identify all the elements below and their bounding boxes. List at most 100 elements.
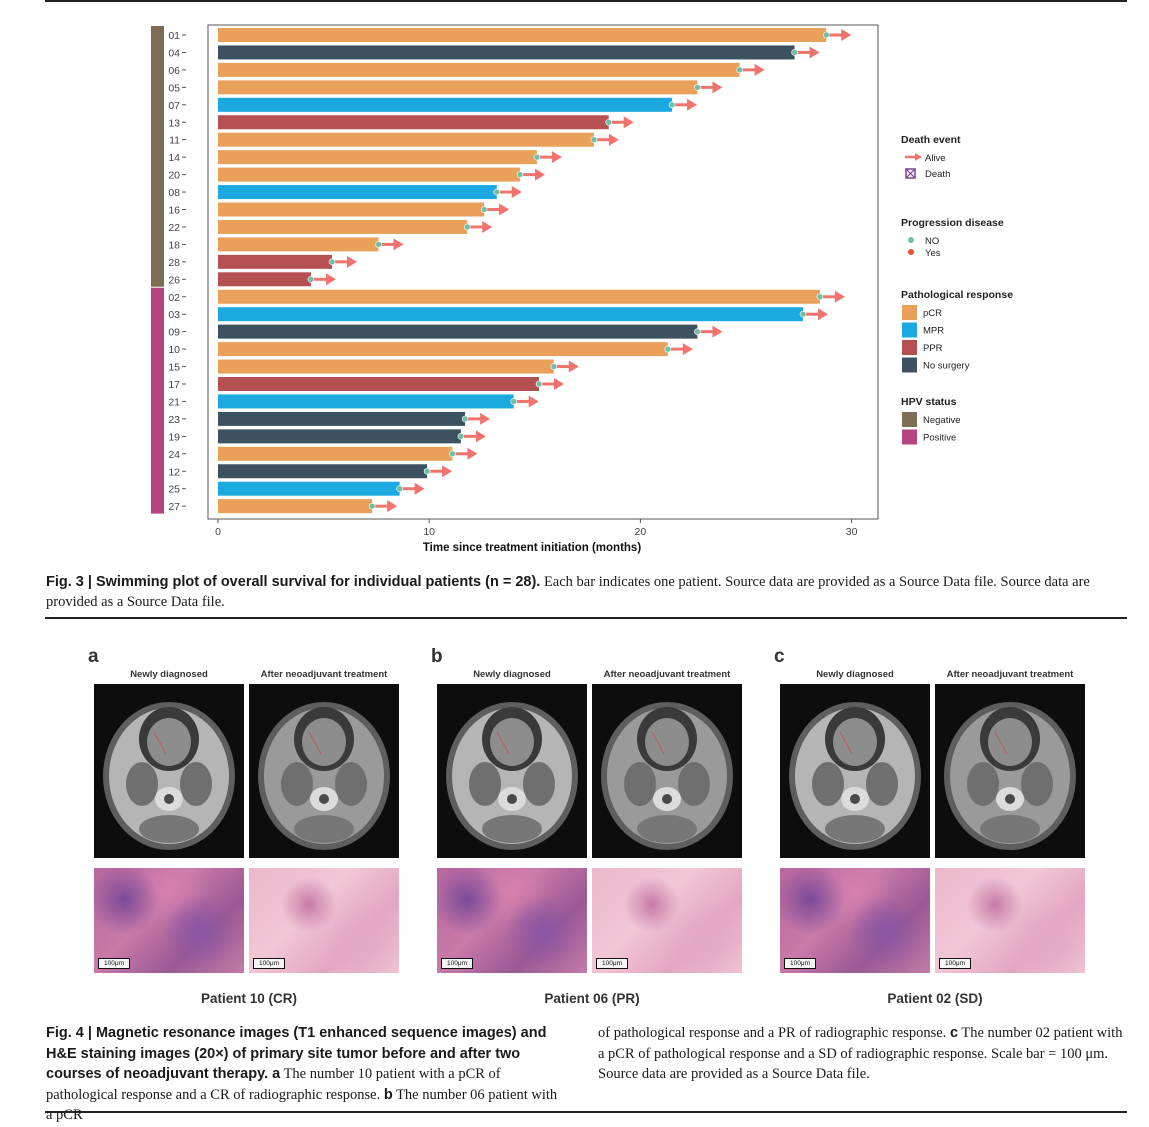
alive-arrow-head (511, 186, 522, 199)
legend-item-mpr: MPR (923, 326, 944, 337)
legend-swatch-hpv-positive (902, 429, 917, 445)
top-rule (45, 0, 1127, 2)
progression-marker-no (449, 450, 456, 458)
hpv-strip-positive (151, 287, 164, 514)
legend-item-pcr: pCR (923, 308, 942, 319)
legend-alive-arrow-head (915, 153, 922, 161)
legend-item-ppr: PPR (923, 343, 943, 354)
legend-item-death: Death (925, 169, 950, 180)
bar-patient-03 (218, 307, 804, 322)
swimmer-plot: 01 04 06 05 07 13 11 14 20 08 16 22 18 28 26 02 03 09 10 15… (151, 24, 1013, 554)
y-tick-label: 21 (168, 396, 180, 408)
fig4-caption-right: of pathological response and a PR of rad… (598, 1023, 1130, 1085)
y-tick-label: 22 (168, 222, 180, 234)
alive-arrow-head (608, 133, 619, 146)
fig4-caption-letter-a: a (272, 1066, 281, 1082)
y-tick-label: 10 (168, 344, 180, 356)
progression-marker-no (510, 398, 517, 405)
y-tick-label: 06 (168, 65, 180, 77)
alive-arrow-head (387, 500, 398, 513)
legend-title-progression: Progression disease (901, 217, 1004, 229)
y-tick-label: 11 (169, 135, 180, 147)
he-stain-image-before: 100μm (94, 868, 244, 973)
bar-patient-24 (218, 446, 453, 461)
progression-marker-no (822, 31, 830, 39)
progression-marker-no (328, 258, 336, 266)
alive-arrow-head (414, 482, 425, 495)
alive-arrow-head (754, 63, 765, 76)
scale-bar: 100μm (939, 958, 971, 969)
he-stain-image-before: 100μm (780, 868, 930, 973)
legend-swatch-no-surgery (902, 357, 917, 373)
bar-patient-19 (218, 429, 461, 444)
bar-patient-18 (218, 237, 379, 252)
alive-arrow-head (442, 465, 453, 478)
alive-arrow-head (467, 447, 478, 460)
progression-marker-no (423, 467, 431, 475)
image-label-after: After neoadjuvant treatment (603, 669, 731, 680)
legend-no-progression-dot (908, 237, 914, 243)
bar-patient-13 (218, 115, 609, 130)
he-stain-image-after: 100μm (249, 868, 399, 973)
alive-arrow-head (480, 412, 491, 425)
bar-patient-23 (218, 411, 466, 426)
alive-arrow-head (535, 168, 546, 181)
y-tick-label: 20 (168, 170, 180, 182)
progression-marker-no (550, 363, 558, 370)
he-stain-image-before: 100μm (437, 868, 587, 973)
scale-bar: 100μm (784, 958, 816, 969)
y-tick-label: 07 (168, 100, 180, 112)
legend-item-hpv-positive: Positive (923, 433, 956, 444)
legend-item-yes: Yes (925, 248, 941, 259)
legend-item-no: NO (925, 236, 939, 247)
y-tick-label: 28 (168, 257, 180, 269)
progression-marker-no (590, 136, 598, 143)
y-tick-label: 19 (168, 431, 180, 443)
bar-patient-14 (218, 150, 537, 165)
progression-marker-no (516, 171, 524, 178)
x-tick-label: 10 (423, 526, 435, 538)
hpv-strip-negative (151, 26, 164, 287)
bar-patient-28 (218, 254, 333, 269)
legend-swatch-hpv-negative (902, 412, 917, 427)
progression-marker-no (694, 328, 701, 335)
alive-arrow-head (551, 151, 562, 164)
mri-image-after (592, 684, 742, 858)
bar-patient-10 (218, 342, 668, 357)
patient-label: Patient 02 (SD) (887, 991, 983, 1006)
y-tick-label: 16 (168, 205, 180, 217)
bar-patient-16 (218, 202, 485, 217)
legend-item-hpv-negative: Negative (923, 415, 961, 426)
alive-arrow-head (712, 325, 723, 338)
alive-arrow-head (528, 395, 539, 408)
alive-arrow-head (325, 273, 336, 286)
legend-swatch-pcr (902, 305, 917, 320)
bar-patient-01 (218, 28, 827, 42)
progression-marker-no (368, 502, 376, 510)
progression-marker-no (463, 223, 471, 231)
y-tick-label: 08 (168, 187, 180, 199)
mri-image-before (94, 684, 244, 858)
progression-marker-no (668, 101, 676, 109)
image-label-after: After neoadjuvant treatment (260, 669, 388, 680)
bar-patient-09 (218, 324, 698, 339)
bar-patient-26 (218, 272, 311, 287)
y-tick-label: 13 (168, 117, 180, 129)
legend-title-pathological-response: Pathological response (901, 289, 1013, 301)
legend-item-no-surgery: No surgery (923, 361, 970, 372)
he-stain-image-after: 100μm (592, 868, 742, 973)
alive-arrow-head (712, 81, 723, 94)
alive-arrow-head (482, 220, 493, 233)
y-tick-label: 15 (168, 362, 180, 374)
fig4-caption-c: The number 02 patient with a pCR of path… (598, 1025, 1123, 1082)
alive-arrow-head (499, 203, 510, 216)
bar-patient-02 (218, 289, 820, 304)
fig3-caption: Fig. 3 | Swimming plot of overall surviv… (46, 572, 1131, 612)
progression-marker-no (375, 241, 382, 248)
fig3-caption-title: Fig. 3 | Swimming plot of overall surviv… (46, 574, 541, 590)
mri-image-before (780, 684, 930, 858)
scale-bar: 100μm (253, 958, 285, 969)
y-tick-label: 12 (168, 466, 180, 478)
bar-patient-05 (218, 80, 698, 95)
alive-arrow-head (623, 116, 634, 129)
